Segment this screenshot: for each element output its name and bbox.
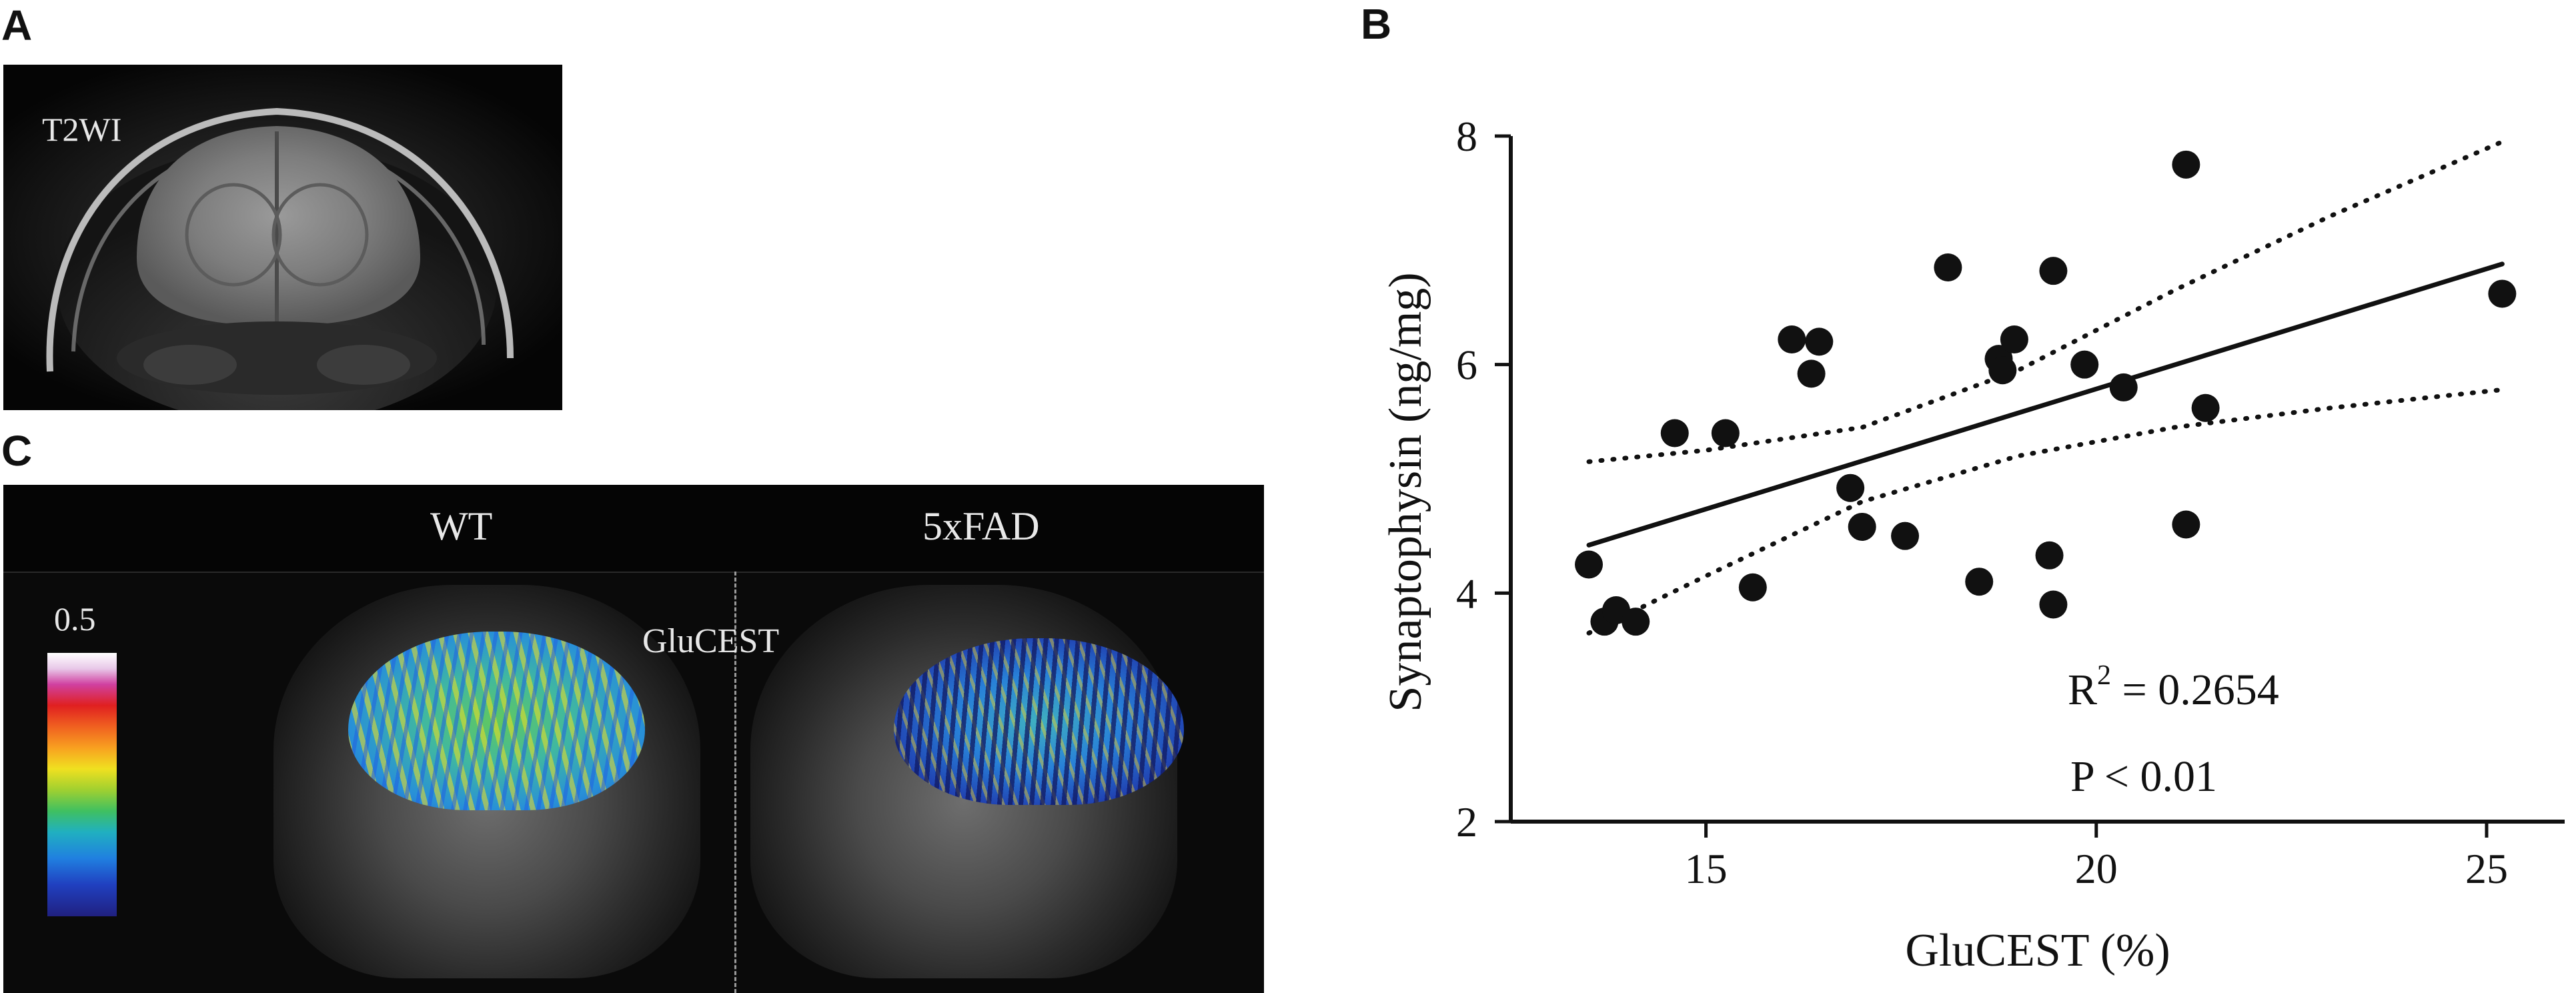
y-tick-label: 2 — [1456, 798, 1477, 846]
data-point — [1965, 568, 1994, 596]
data-point — [1836, 473, 1865, 502]
data-point — [1805, 327, 1834, 356]
group-divider — [734, 572, 736, 993]
data-point — [2039, 257, 2068, 285]
5xfad-glucest-map — [894, 638, 1184, 805]
t2wi-label: T2WI — [42, 111, 122, 148]
data-point — [1934, 253, 1962, 282]
r-squared-superscript: 2 — [2097, 660, 2111, 691]
ci-lower-dotted-line — [1586, 387, 2505, 636]
data-point — [1590, 608, 1619, 636]
data-point — [2172, 510, 2200, 539]
x-tick-label: 15 — [1685, 845, 1728, 892]
5xfad-label: 5xFAD — [922, 504, 1040, 548]
r-squared-value: = 0.2654 — [2111, 666, 2279, 714]
data-point — [1848, 512, 1876, 541]
x-axis-label: GluCEST (%) — [1905, 925, 2170, 976]
data-point — [2172, 150, 2200, 179]
panel-a-letter: A — [1, 1, 33, 49]
data-point — [1622, 608, 1650, 636]
regression-line — [1586, 261, 2505, 548]
data-point — [1988, 356, 2017, 385]
data-point — [1660, 419, 1689, 447]
y-tick-label: 6 — [1456, 341, 1477, 389]
glucest-modality-label: GluCEST — [642, 622, 780, 660]
r-squared-annotation: R2 = 0.2654 — [2068, 660, 2279, 714]
wt-label: WT — [430, 504, 493, 548]
data-point — [1602, 596, 1630, 625]
data-point — [2000, 325, 2028, 353]
panel-c-header: WT 5xFAD — [3, 485, 1264, 573]
data-point — [1738, 573, 1767, 602]
glucest-colorbar — [47, 653, 117, 916]
t2wi-mri-image: T2WI — [3, 65, 562, 410]
colorbar-max-label: 0.5 — [54, 600, 96, 638]
data-point — [1778, 325, 1806, 353]
data-point — [1575, 550, 1603, 579]
y-tick-label: 8 — [1456, 113, 1477, 160]
data-point — [1891, 522, 1920, 550]
x-tick-label: 20 — [2075, 845, 2118, 892]
y-tick-label: 4 — [1456, 570, 1477, 617]
ci-upper-dotted-line — [1586, 139, 2505, 464]
data-point — [2191, 393, 2220, 422]
panel-b-letter: B — [1361, 0, 1392, 48]
data-point — [1797, 359, 1826, 388]
data-point — [1711, 419, 1740, 447]
data-point — [1984, 345, 2013, 373]
y-axis-label: Synaptophysin (ng/mg) — [1380, 272, 1431, 712]
data-point — [2039, 590, 2068, 619]
data-point — [2109, 373, 2138, 401]
wt-glucest-map — [348, 632, 645, 810]
panel-c-letter: C — [1, 427, 33, 475]
x-tick-label: 25 — [2465, 845, 2508, 892]
data-point — [2035, 541, 2064, 570]
data-point — [2070, 350, 2099, 379]
data-point — [2488, 279, 2517, 308]
t2wi-brain-illustration — [46, 107, 514, 410]
p-value-annotation: P < 0.01 — [2070, 752, 2217, 801]
r-squared-prefix: R — [2068, 666, 2097, 714]
glucest-panel: WT 5xFAD GluCEST 0.5 — [3, 485, 1264, 993]
